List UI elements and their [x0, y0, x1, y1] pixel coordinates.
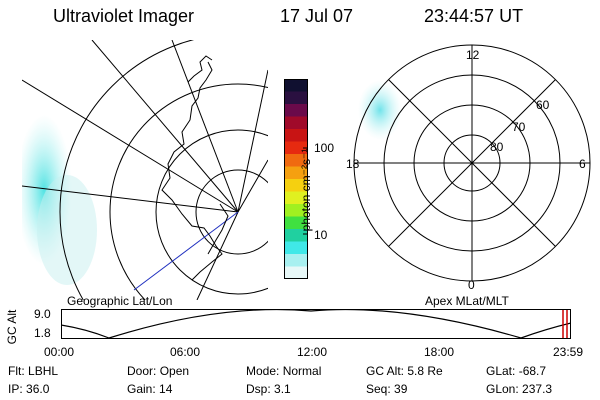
param-ip: IP: 36.0 [8, 382, 50, 396]
colorbar-band [284, 141, 308, 155]
param-gain: Gain: 14 [127, 382, 173, 396]
param-mode: Mode: Normal [246, 364, 322, 378]
colorbar-band [284, 216, 308, 230]
polar-mlt-panel [353, 44, 591, 282]
aurora-emission [358, 80, 402, 140]
colorbar [284, 79, 308, 279]
orbit-altitude-curve [61, 309, 571, 339]
colorbar-band [284, 179, 308, 192]
colorbar-band [284, 229, 308, 242]
colorbar-band [284, 129, 308, 142]
param-dsp: Dsp: 3.1 [246, 382, 291, 396]
mlat-label-60: 60 [536, 98, 550, 112]
geographic-map-panel [22, 40, 268, 300]
orbit-ytick-bottom: 1.8 [34, 326, 51, 340]
mlt-label-0: 0 [468, 278, 475, 292]
date-label: 17 Jul 07 [280, 6, 354, 26]
mlt-label-18: 18 [346, 157, 360, 171]
orbit-ytick-top: 9.0 [34, 307, 51, 321]
param-door: Door: Open [127, 364, 190, 378]
param-glon: GLon: 237.3 [486, 382, 553, 396]
instrument-title: Ultraviolet Imager [53, 6, 195, 26]
mlat-label-80: 80 [490, 140, 504, 154]
colorbar-band [284, 166, 308, 180]
orbit-xtick-2: 12:00 [297, 345, 328, 359]
param-gc-alt: GC Alt: 5.8 Re [366, 364, 443, 378]
colorbar-band [284, 266, 308, 279]
orbit-ylabel: GC Alt [5, 309, 19, 345]
orbit-xtick-1: 06:00 [170, 345, 201, 359]
colorbar-band [284, 241, 308, 255]
colorbar-band [284, 116, 308, 130]
orbit-altitude-plot [61, 309, 571, 339]
colorbar-band [284, 191, 308, 205]
apex-caption: Apex MLat/MLT [425, 294, 509, 308]
param-flt: Flt: LBHL [8, 364, 59, 378]
param-glat: GLat: -68.7 [486, 364, 547, 378]
orbit-xtick-3: 18:00 [424, 345, 455, 359]
colorbar-band [284, 254, 308, 267]
colorbar-band [284, 154, 308, 167]
colorbar-band [284, 204, 308, 217]
geographic-caption: Geographic Lat/Lon [67, 294, 173, 308]
mlt-label-12: 12 [466, 48, 480, 62]
time-label: 23:44:57 UT [424, 6, 524, 26]
colorbar-unit-label: photon cm⁻²s⁻¹ [299, 148, 313, 232]
colorbar-tick-100: 100 [314, 141, 335, 155]
orbit-xtick-4: 23:59 [553, 345, 584, 359]
colorbar-tick-10: 10 [314, 228, 328, 242]
param-seq: Seq: 39 [366, 382, 408, 396]
colorbar-band [284, 91, 308, 105]
colorbar-band [284, 79, 308, 92]
colorbar-band [284, 104, 308, 117]
mlt-label-6: 6 [579, 157, 586, 171]
orbit-xtick-0: 00:00 [44, 345, 75, 359]
mlat-label-70: 70 [512, 120, 526, 134]
